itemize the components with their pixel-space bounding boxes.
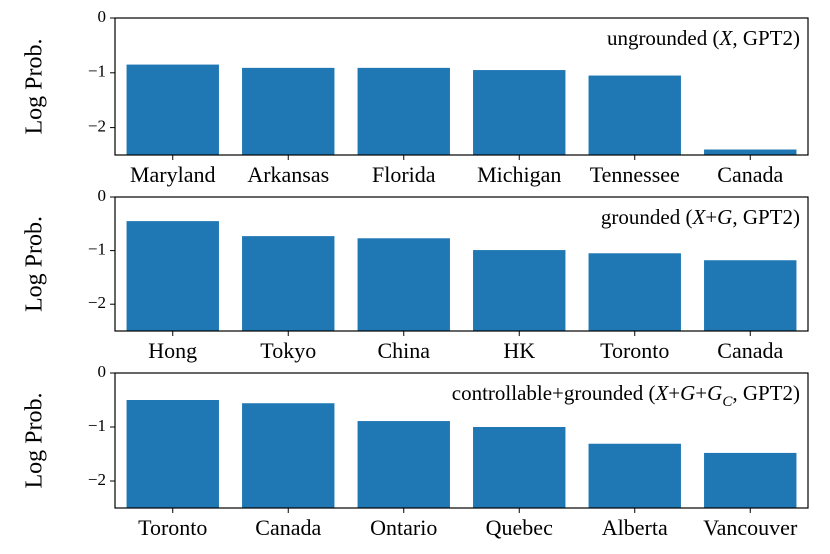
bar <box>473 250 566 331</box>
axes-frame <box>114 196 809 332</box>
bar <box>357 421 450 508</box>
y-axis-label: Log Prob. <box>22 39 48 135</box>
x-tick-label: HK <box>503 338 535 363</box>
x-tick-label: Tennessee <box>590 162 680 187</box>
x-tick-label: Michigan <box>477 162 561 187</box>
y-tick-label: 0 <box>98 186 107 205</box>
bar <box>588 443 681 508</box>
y-tick-label: −1 <box>88 62 106 81</box>
y-tick-label: −2 <box>88 293 106 312</box>
annotation-part: G <box>680 381 695 405</box>
bar <box>704 260 797 331</box>
bar <box>126 400 219 508</box>
x-tick-label: Alberta <box>602 515 668 540</box>
x-tick-label: Ontario <box>370 515 437 540</box>
x-tick-label: Arkansas <box>247 162 329 187</box>
annotation-part: X <box>691 205 706 229</box>
bar <box>473 70 566 155</box>
bar <box>588 75 681 155</box>
annotation-part: + <box>705 205 717 229</box>
x-tick-label: Canada <box>717 162 783 187</box>
bar <box>126 64 219 155</box>
x-tick-label: Vancouver <box>703 515 798 540</box>
axes-frame <box>114 372 809 509</box>
annotation-part: G <box>707 381 722 405</box>
annotation: grounded (X+G, GPT2) <box>601 205 800 229</box>
x-tick-label: Quebec <box>486 515 553 540</box>
annotation-part: , GPT2) <box>732 381 800 405</box>
y-tick-label: −2 <box>88 470 106 489</box>
y-tick-label: −1 <box>88 240 106 259</box>
bar <box>357 238 450 331</box>
annotation-part: , GPT2) <box>732 205 800 229</box>
y-tick-label: 0 <box>98 7 107 26</box>
annotation: controllable+grounded (X+G+GC, GPT2) <box>452 381 800 411</box>
bar <box>473 427 566 508</box>
annotation-part: C <box>722 394 733 410</box>
annotation-part: , GPT2) <box>732 26 800 50</box>
bar <box>242 67 335 155</box>
x-tick-label: Tokyo <box>260 338 316 363</box>
x-tick-label: Toronto <box>600 338 669 363</box>
bar <box>704 452 797 508</box>
y-tick-label: −2 <box>88 117 106 136</box>
x-tick-label: Maryland <box>130 162 216 187</box>
y-axis-label: Log Prob. <box>22 393 48 489</box>
annotation-part: grounded ( <box>601 205 693 229</box>
annotation-part: G <box>717 205 732 229</box>
annotation: ungrounded (X, GPT2) <box>607 26 800 50</box>
annotation-part: X <box>719 26 734 50</box>
bar <box>242 236 335 331</box>
annotation-part: X <box>654 381 669 405</box>
y-tick-label: −1 <box>88 416 106 435</box>
axes-frame <box>114 17 809 156</box>
x-tick-label: Toronto <box>138 515 207 540</box>
bar <box>704 149 797 155</box>
annotation-part: ungrounded ( <box>607 26 720 50</box>
bar <box>242 403 335 508</box>
bar <box>357 67 450 155</box>
x-tick-label: Canada <box>255 515 321 540</box>
x-tick-label: Canada <box>717 338 783 363</box>
x-tick-label: China <box>377 338 430 363</box>
y-tick-label: 0 <box>98 362 107 381</box>
y-axis-label: Log Prob. <box>22 216 48 312</box>
x-tick-label: Florida <box>372 162 436 187</box>
annotation-part: + <box>695 381 707 405</box>
annotation-part: + <box>668 381 680 405</box>
bar <box>588 253 681 331</box>
bar <box>126 221 219 331</box>
x-tick-label: Hong <box>148 338 197 363</box>
annotation-part: controllable+grounded ( <box>452 381 656 405</box>
